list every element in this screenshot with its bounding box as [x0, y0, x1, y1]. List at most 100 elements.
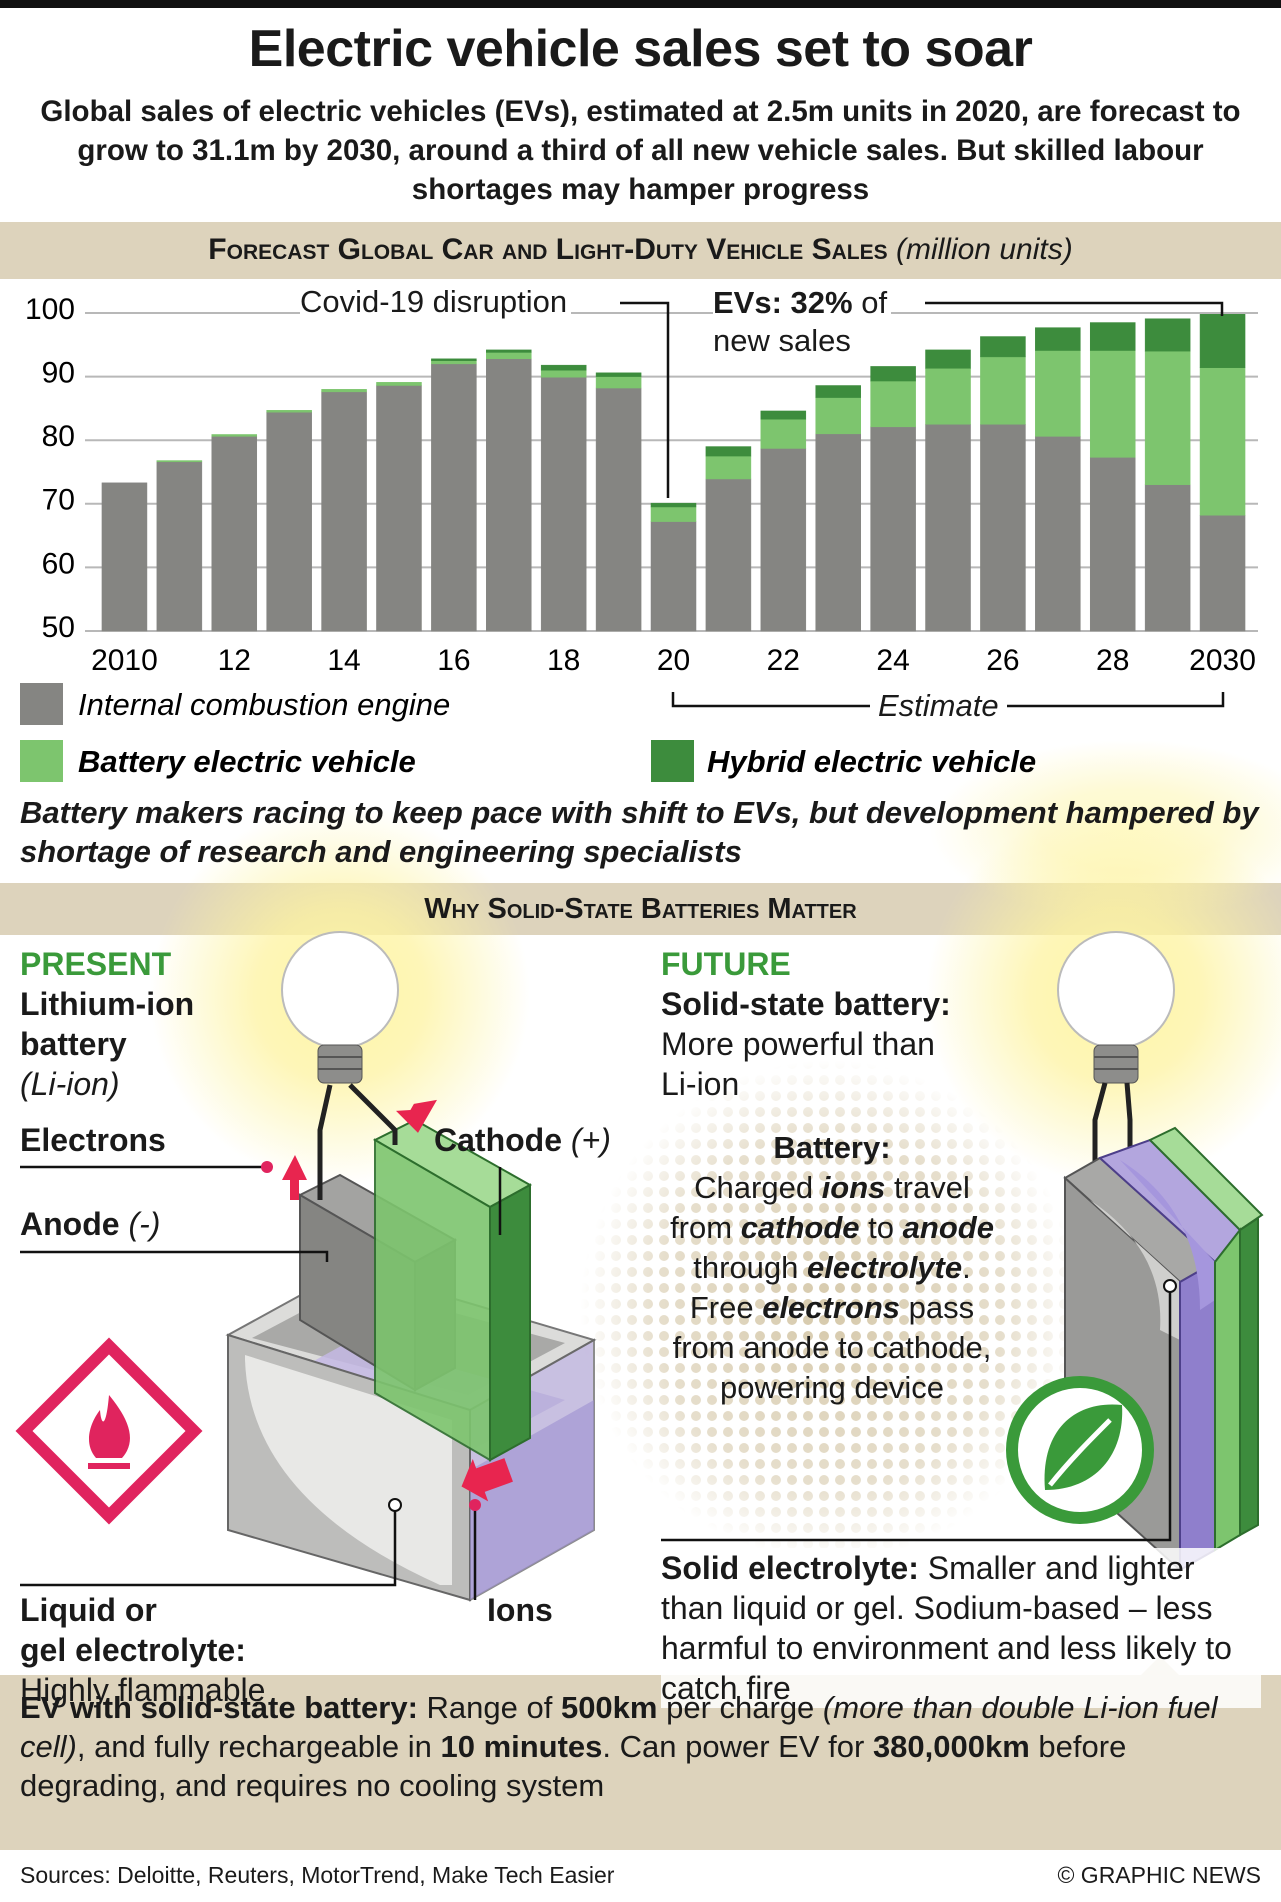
annotation: Covid-19 disruption	[300, 284, 572, 320]
bar-segment	[595, 387, 642, 632]
leader-dot	[261, 1161, 273, 1173]
bar-segment	[815, 397, 861, 435]
explanation-part: . Free	[689, 1250, 971, 1325]
bar-segment	[815, 433, 861, 632]
explanation-head: Battery:	[773, 1130, 891, 1165]
bar-segment	[595, 376, 642, 389]
chart-band	[0, 222, 1281, 279]
bar-segment	[431, 358, 477, 361]
x-tick-label: 18	[547, 644, 580, 677]
summary: EV with solid-state battery: Range of 50…	[20, 1688, 1270, 1805]
annotation: EVs: 32% of new sales	[713, 284, 892, 360]
bar-segment	[870, 426, 916, 632]
legend-label: Hybrid electric vehicle	[707, 744, 1036, 779]
sources: Sources: Deloitte, Reuters, MotorTrend, …	[20, 1862, 615, 1888]
legend-swatch	[20, 740, 63, 782]
bar-segment	[540, 369, 587, 378]
chart: 50 60 70 80 90 100 2010 12 14 16 18 20 22 24 26 28 2030 I…	[20, 293, 1258, 782]
summary-part: . Can power EV for	[602, 1729, 873, 1764]
explanation-term: ions	[821, 1170, 886, 1205]
x-tick-label: 20	[657, 644, 690, 677]
ions-label: Ions	[487, 1592, 553, 1628]
bar-segment	[431, 360, 477, 365]
electrolyte-name: Liquid or	[20, 1592, 157, 1628]
legend-label: Internal combustion engine	[78, 687, 450, 722]
note: Battery makers racing to keep pace with …	[20, 795, 1259, 869]
bar-segment	[870, 380, 916, 428]
bar-segment	[376, 382, 422, 386]
bar-segment	[650, 521, 697, 632]
legend-label: Battery electric vehicle	[78, 744, 416, 779]
bar-segment	[980, 336, 1026, 358]
solid-electrolyte: Solid electrolyte: Smaller and lighter t…	[661, 1548, 1261, 1708]
bar-segment	[211, 436, 258, 632]
explanation-part: through	[693, 1250, 808, 1285]
solid-electrolyte-name: Solid electrolyte:	[661, 1550, 919, 1586]
x-tick-label: 22	[767, 644, 800, 677]
future-name: Solid-state battery:	[661, 986, 951, 1022]
section-title: Why Solid-State Batteries Matter	[424, 893, 857, 925]
bar-segment	[925, 368, 971, 425]
bar-segment	[650, 506, 697, 522]
bar-segment	[156, 460, 203, 463]
x-tick-label: 2010	[91, 644, 158, 677]
annotation-part: of	[861, 285, 888, 320]
subtitle: Global sales of electric vehicles (EVs),…	[40, 95, 1241, 206]
credit: © GRAPHIC NEWS	[1057, 1862, 1261, 1888]
bar-segment	[1199, 367, 1246, 516]
cathode-label: Cathode (+)	[434, 1120, 611, 1160]
bar-segment	[705, 478, 752, 632]
leaders	[20, 1165, 1172, 1600]
bar-segment	[760, 448, 807, 632]
summary-part: 380,000km	[872, 1729, 1030, 1764]
bar-segment	[980, 424, 1026, 632]
bar-segment	[1035, 327, 1081, 351]
explanation-term: cathode	[740, 1210, 860, 1245]
leader	[925, 301, 1224, 316]
bar-segment	[1089, 322, 1136, 351]
eco-icon	[1006, 1376, 1154, 1524]
bar-segment	[1199, 514, 1246, 632]
x-tick-label: 14	[327, 644, 360, 677]
explanation: Battery: Charged ions travel from cathode…	[662, 1128, 1002, 1408]
y-tick-label: 60	[42, 547, 75, 580]
anode-sign: (-)	[128, 1206, 161, 1242]
estimate-label: Estimate	[870, 688, 1007, 724]
legend-swatch	[20, 683, 63, 725]
present-label: PRESENT	[20, 946, 172, 982]
glow	[930, 740, 1281, 920]
present-short: (Li-ion)	[20, 1066, 120, 1102]
liion-illustration	[225, 1083, 597, 1602]
bar-segment	[1199, 314, 1246, 368]
explanation-part: to	[859, 1210, 903, 1245]
bar-segment	[1089, 457, 1136, 632]
y-tick-label: 50	[42, 611, 75, 644]
electrolyte-name: gel electrolyte:	[20, 1632, 246, 1668]
title: Electric vehicle sales set to soar	[248, 20, 1033, 78]
summary-part: 500km	[560, 1690, 658, 1725]
halftone	[580, 1060, 1080, 1560]
bar-segment	[1089, 350, 1136, 458]
leader-dot	[388, 1498, 402, 1512]
chart-unit: (million units)	[895, 233, 1073, 266]
bar-segment	[211, 434, 258, 437]
top-rule	[0, 0, 1281, 8]
bar-segment	[815, 385, 861, 398]
legend-swatch	[651, 740, 694, 782]
bar-segment	[705, 446, 752, 457]
cathode-sign: (+)	[570, 1122, 611, 1158]
bar-segment	[705, 455, 752, 480]
present-name: Lithium-ion battery	[20, 984, 194, 1064]
x-tick-label: 12	[218, 644, 251, 677]
explanation-part: pass from anode to cathode, powering dev…	[672, 1290, 992, 1405]
bar-segment	[266, 411, 312, 632]
y-tick-label: 90	[42, 357, 75, 390]
bar-segment	[156, 461, 203, 632]
explanation-part: travel from	[670, 1170, 970, 1245]
summary-part: (more than double Li-ion fuel cell)	[20, 1690, 1218, 1764]
bar-segment	[1144, 484, 1191, 632]
bar-segment	[486, 349, 532, 353]
present-name-line: Lithium-ion	[20, 986, 195, 1022]
future-label: FUTURE	[661, 946, 791, 982]
